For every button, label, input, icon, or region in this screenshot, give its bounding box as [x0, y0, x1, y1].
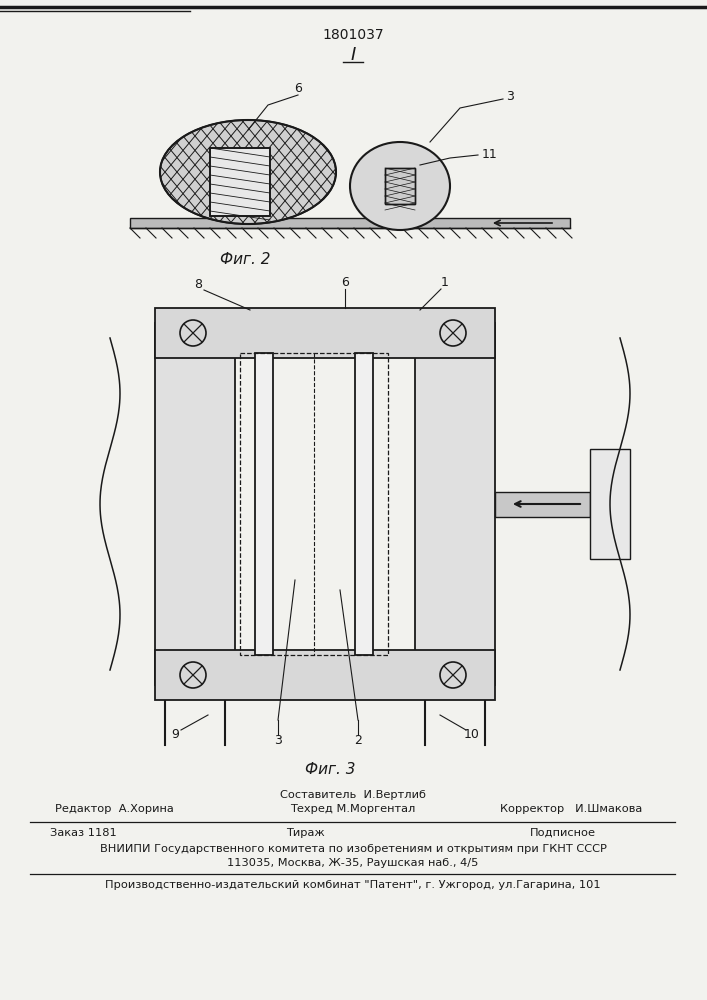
- Text: 2: 2: [354, 734, 362, 746]
- Text: 3: 3: [506, 90, 514, 103]
- Text: 11: 11: [482, 148, 498, 161]
- Text: 6: 6: [294, 83, 302, 96]
- Bar: [240, 353, 388, 655]
- Text: 10: 10: [464, 728, 480, 742]
- Bar: [210, 148, 270, 216]
- Bar: [385, 168, 415, 204]
- Bar: [495, 491, 590, 516]
- Text: 1801037: 1801037: [322, 28, 384, 42]
- Bar: [130, 218, 570, 228]
- Text: 8: 8: [194, 278, 202, 292]
- Text: 3: 3: [274, 734, 282, 746]
- Bar: [155, 323, 235, 685]
- Bar: [590, 449, 630, 559]
- Text: Составитель  И.Вертлиб: Составитель И.Вертлиб: [280, 790, 426, 800]
- Text: 113035, Москва, Ж-35, Раушская наб., 4/5: 113035, Москва, Ж-35, Раушская наб., 4/5: [228, 858, 479, 868]
- Bar: [415, 323, 495, 685]
- Bar: [355, 353, 373, 655]
- Bar: [385, 168, 415, 204]
- Text: 6: 6: [341, 276, 349, 290]
- Text: Подписное: Подписное: [530, 828, 596, 838]
- Text: Техред М.Моргентал: Техред М.Моргентал: [291, 804, 416, 814]
- Bar: [155, 308, 495, 358]
- Text: Фиг. 2: Фиг. 2: [220, 252, 270, 267]
- Text: I: I: [351, 46, 356, 64]
- Text: ВНИИПИ Государственного комитета по изобретениям и открытиям при ГКНТ СССР: ВНИИПИ Государственного комитета по изоб…: [100, 844, 607, 854]
- Text: Фиг. 3: Фиг. 3: [305, 762, 355, 777]
- Bar: [210, 148, 270, 216]
- Text: Производственно-издательский комбинат "Патент", г. Ужгород, ул.Гагарина, 101: Производственно-издательский комбинат "П…: [105, 880, 601, 890]
- Ellipse shape: [350, 142, 450, 230]
- Text: Заказ 1181: Заказ 1181: [50, 828, 117, 838]
- Bar: [255, 353, 273, 655]
- Text: Тираж: Тираж: [286, 828, 325, 838]
- Bar: [155, 650, 495, 700]
- Text: 9: 9: [171, 728, 179, 742]
- Text: Корректор   И.Шмакова: Корректор И.Шмакова: [500, 804, 642, 814]
- Text: 1: 1: [441, 276, 449, 290]
- Text: Редактор  А.Хорина: Редактор А.Хорина: [55, 804, 174, 814]
- Ellipse shape: [160, 120, 336, 224]
